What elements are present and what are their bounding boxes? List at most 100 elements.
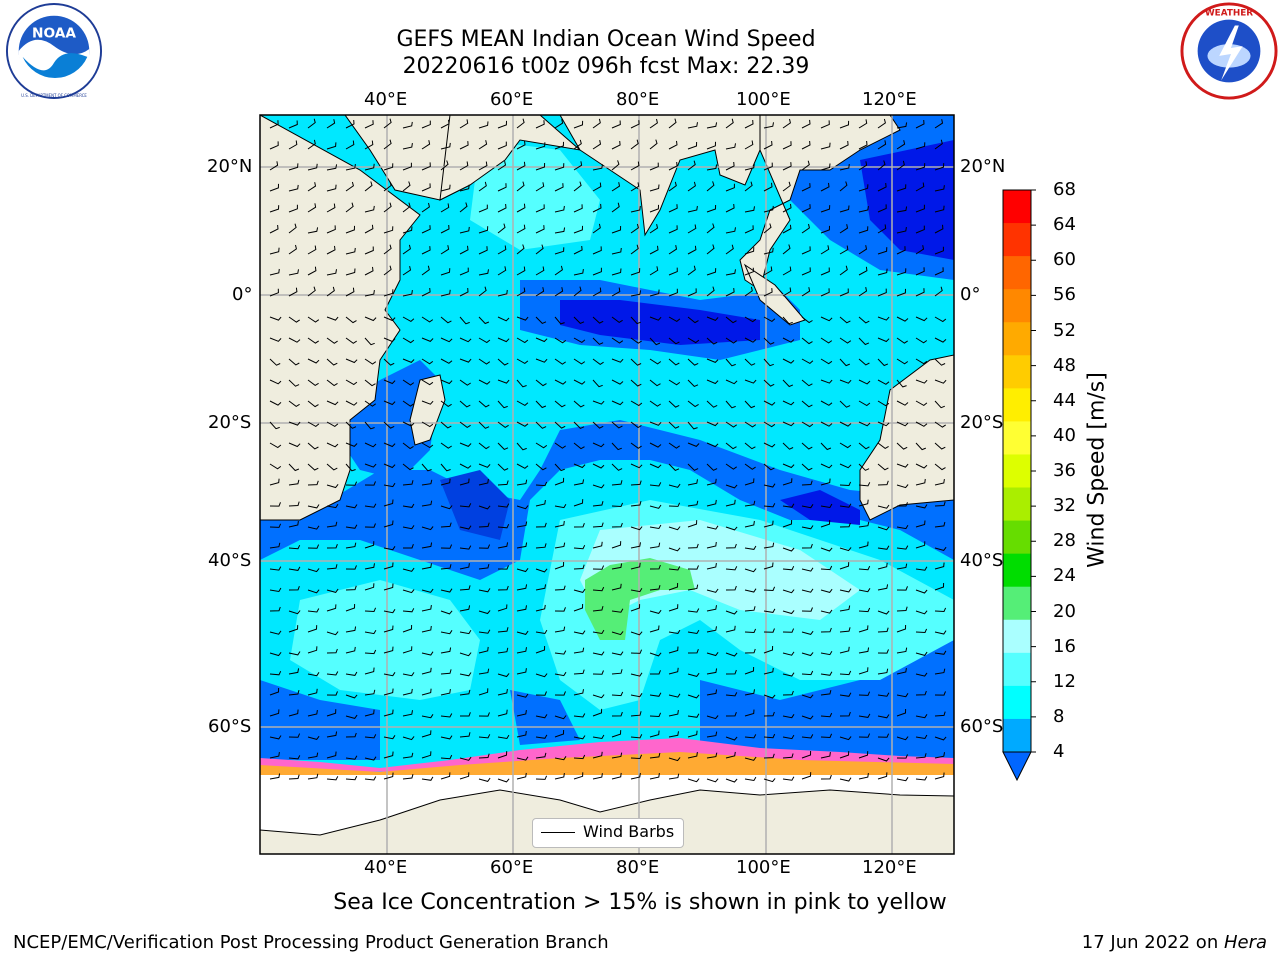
wind-barb — [345, 202, 354, 213]
wind-barb — [744, 463, 756, 470]
wind-barb — [592, 501, 604, 507]
wind-barb — [478, 688, 489, 696]
wind-barb — [877, 379, 890, 385]
wind-zone-0-4 — [780, 490, 860, 525]
wind-barb — [592, 522, 604, 528]
wind-barb — [402, 589, 415, 594]
wind-barb — [820, 650, 833, 656]
wind-barb — [497, 604, 508, 612]
wind-barb — [668, 118, 677, 129]
wind-barb — [744, 379, 757, 384]
wind-barb — [687, 245, 697, 255]
wind-barb — [497, 358, 509, 366]
wind-barb — [592, 541, 603, 549]
wind-barb — [896, 708, 907, 717]
wind-barb — [573, 603, 584, 612]
wind-barb — [915, 672, 928, 677]
wind-barb — [440, 772, 451, 780]
wind-barb — [801, 337, 813, 345]
wind-barb — [345, 542, 357, 549]
wind-barb — [459, 585, 471, 591]
wind-barb — [668, 267, 678, 276]
wind-barb — [460, 712, 471, 717]
wind-barb — [288, 625, 299, 633]
wind-barb — [269, 316, 282, 321]
colorbar-swatch — [1003, 454, 1031, 489]
wind-barb — [611, 730, 622, 738]
wind-barb — [611, 583, 622, 591]
map-title: GEFS MEAN Indian Ocean Wind Speed — [396, 27, 816, 52]
wind-barb — [535, 337, 548, 343]
wind-barb — [858, 482, 871, 487]
wind-barb — [326, 142, 337, 150]
wind-barb — [573, 245, 583, 255]
wind-barb — [345, 358, 358, 364]
wind-barb — [877, 504, 890, 509]
wind-barb — [440, 142, 451, 150]
wind-barb — [630, 526, 643, 531]
wind-barb — [915, 337, 928, 344]
wind-barb — [307, 463, 319, 471]
wind-barb — [896, 777, 909, 782]
wind-barb — [535, 120, 545, 129]
wind-barb — [820, 163, 831, 171]
wind-barb — [801, 316, 813, 324]
wind-barb — [706, 442, 719, 448]
wind-barb — [820, 120, 830, 129]
wind-barb — [554, 227, 566, 234]
wind-barb — [440, 564, 452, 570]
wind-barb — [706, 478, 717, 486]
wind-barb — [307, 525, 320, 530]
wind-barb — [650, 670, 661, 675]
wind-barb — [782, 690, 794, 696]
wind-barb — [440, 119, 450, 129]
wind-barb — [839, 358, 850, 367]
wind-barb — [288, 316, 300, 323]
colorbar-swatch — [1003, 289, 1031, 323]
wind-barb — [630, 562, 641, 570]
wind-barb — [440, 337, 453, 343]
wind-barb — [782, 672, 795, 677]
wind-barb — [326, 203, 336, 213]
wind-barb — [535, 752, 547, 759]
wind-barb — [858, 140, 868, 150]
wind-barb — [649, 442, 662, 448]
wind-barb — [611, 522, 623, 528]
wind-barb — [877, 610, 890, 615]
wind-barb — [383, 139, 392, 150]
wind-barb — [383, 672, 396, 677]
wind-barb — [535, 691, 547, 696]
wind-barb — [535, 182, 545, 192]
wind-barb — [383, 709, 394, 717]
wind-barb — [649, 139, 658, 150]
wind-barb — [820, 182, 830, 192]
wind-barb — [611, 358, 624, 363]
wind-barb — [877, 204, 887, 213]
wind-barb — [896, 668, 907, 675]
wind-barb — [934, 185, 945, 192]
wind-barb — [706, 715, 719, 720]
wind-barb — [402, 162, 412, 171]
wind-barb — [630, 358, 642, 366]
wind-barb — [535, 379, 547, 387]
wind-barb — [440, 689, 451, 696]
wind-barb — [649, 625, 660, 633]
wind-barb — [421, 120, 431, 129]
wind-barb — [763, 337, 775, 345]
wind-zone-12-16 — [290, 580, 480, 700]
legend-line — [541, 832, 575, 833]
wind-barb — [326, 245, 336, 255]
wind-barb — [592, 203, 602, 213]
wind-barb — [896, 421, 909, 427]
wind-barb — [554, 626, 566, 633]
wind-barb — [535, 714, 548, 719]
wind-barb — [516, 421, 529, 427]
wind-barb — [934, 630, 947, 635]
wind-barb — [592, 629, 605, 635]
wind-barb — [630, 693, 643, 698]
wind-barb — [573, 400, 585, 408]
wind-barb — [288, 651, 301, 656]
wind-barb — [744, 648, 756, 654]
wind-barb — [459, 287, 469, 297]
wind-barb — [744, 316, 757, 323]
